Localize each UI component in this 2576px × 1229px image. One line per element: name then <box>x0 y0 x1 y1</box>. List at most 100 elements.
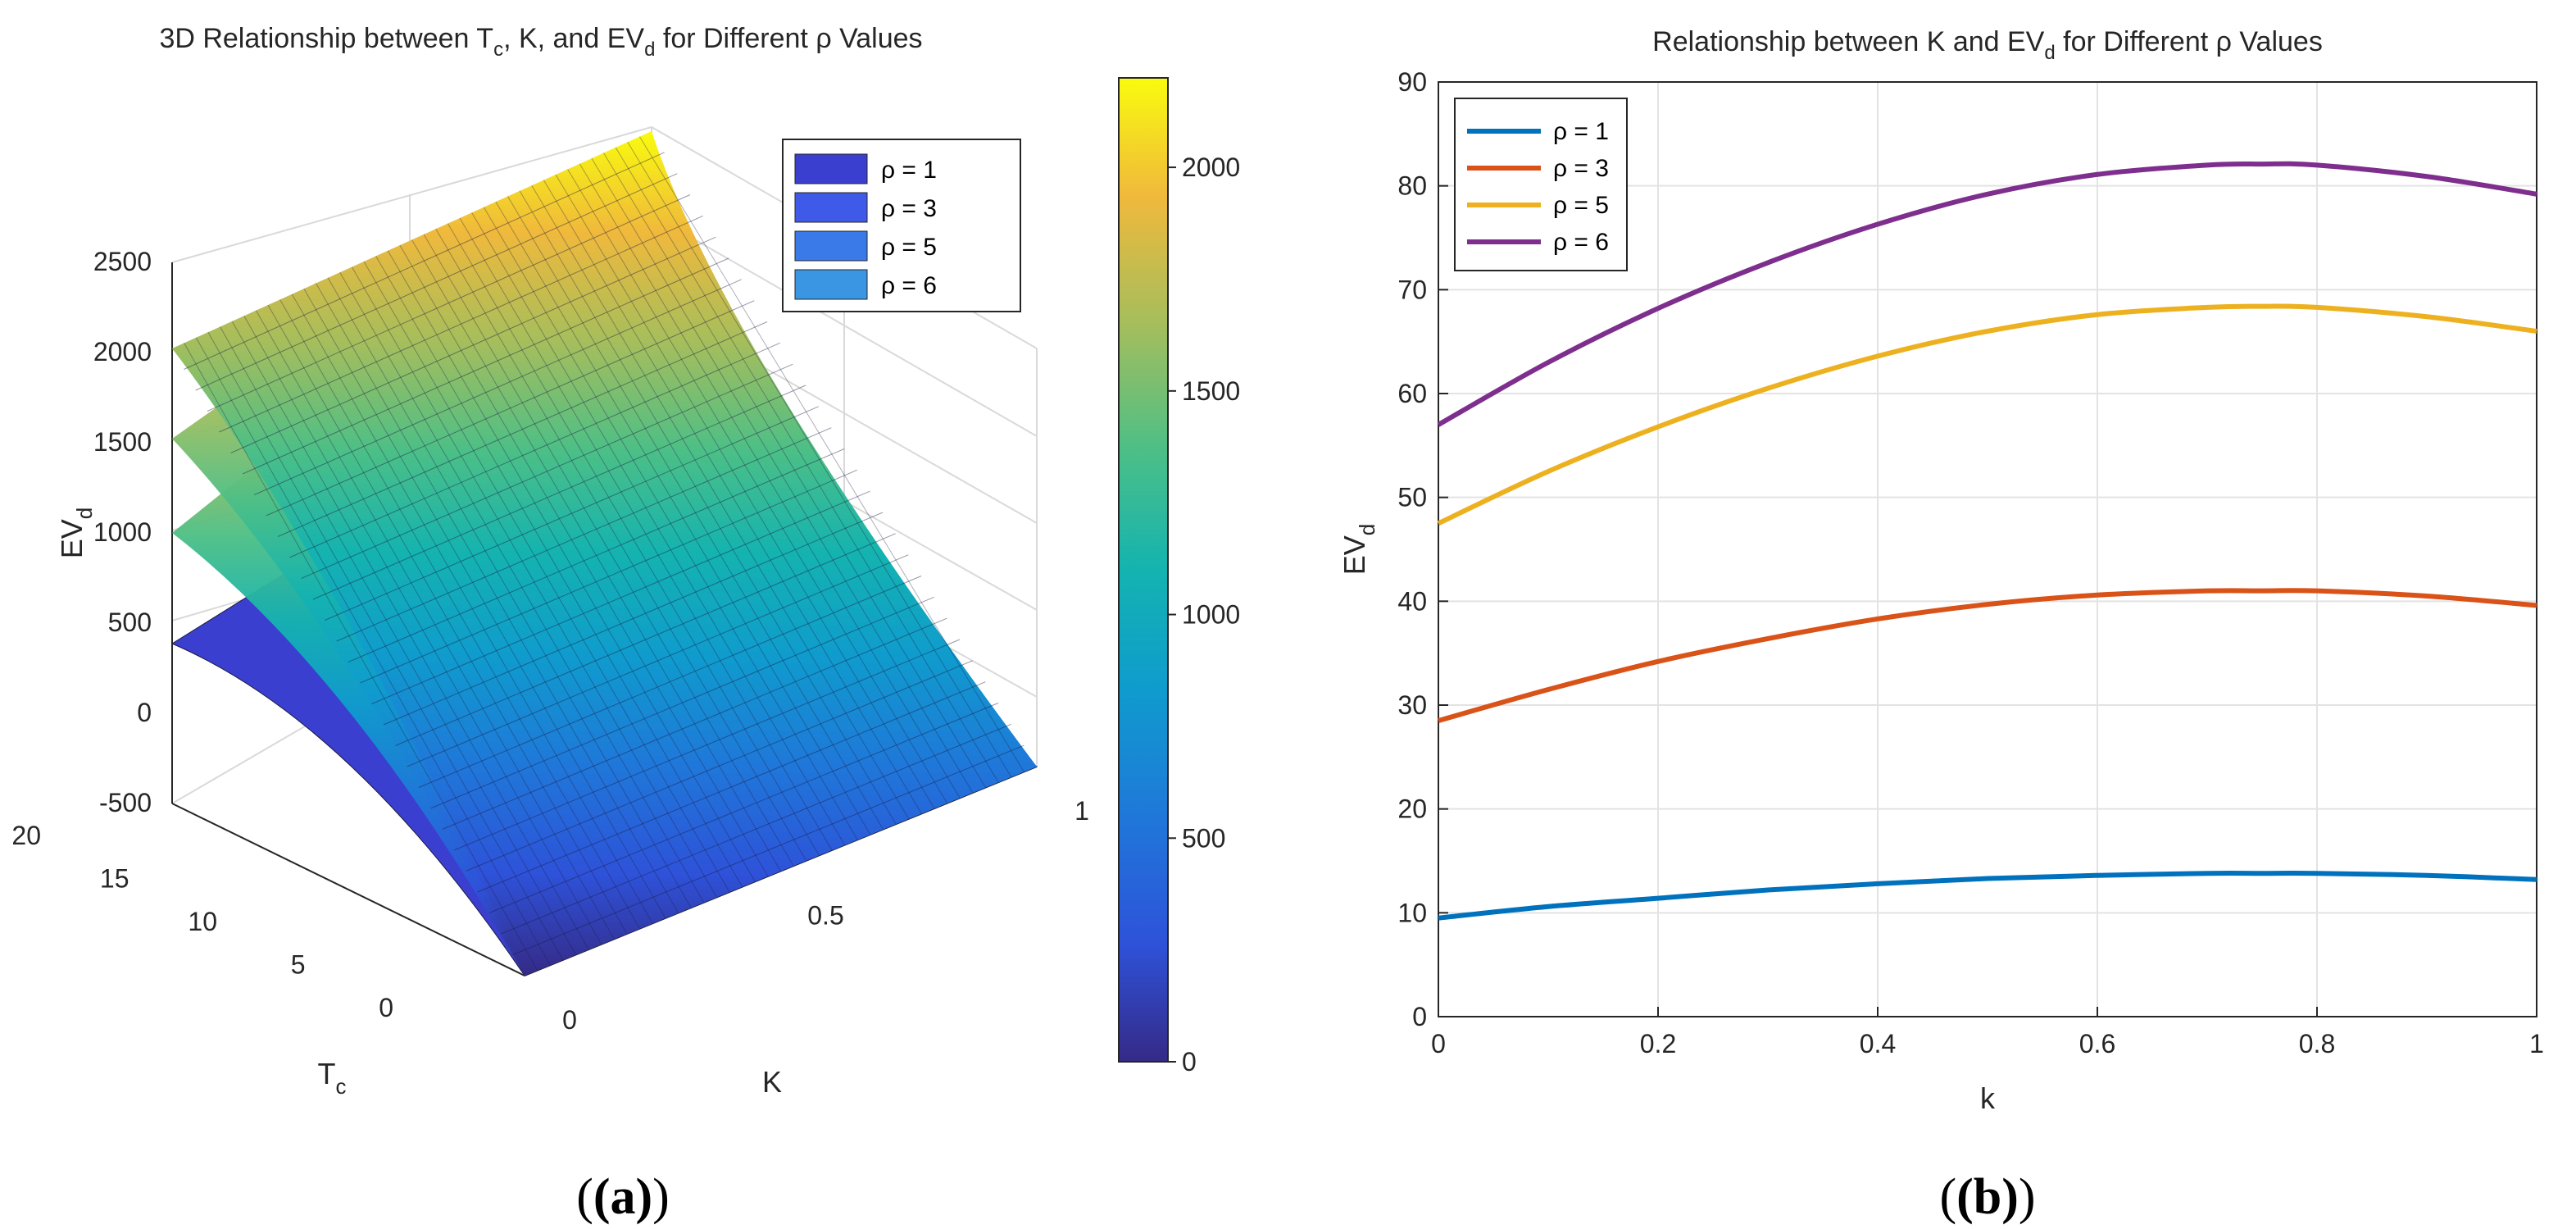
panel-b-line-chart: Relationship between K and EVd for Diffe… <box>1338 26 2544 1225</box>
z-tick-label: -500 <box>99 788 152 817</box>
mesh-line <box>195 173 678 391</box>
mesh-line <box>591 157 974 794</box>
legend-b-label: ρ = 6 <box>1553 229 1609 256</box>
legend-a-label-rho-5: ρ = 5 <box>881 234 937 261</box>
panel-b-y-label: EVd <box>1338 524 1379 576</box>
mesh-line <box>466 660 973 872</box>
y-tick-label: 90 <box>1397 67 1427 97</box>
surface-rho-6 <box>172 131 1037 976</box>
mesh-line <box>371 490 870 704</box>
mesh-line <box>407 554 909 767</box>
panel-b-y-ticks: 0 10 20 30 40 50 60 70 80 90 <box>1397 67 1448 1031</box>
panel-b-x-label: k <box>1980 1081 1996 1115</box>
colorbar-ticks: 0 500 1000 1500 2000 <box>1168 152 1240 1077</box>
y-tick-label: 50 <box>1397 483 1427 512</box>
legend-a-swatch-rho-6 <box>794 269 868 300</box>
legend-a-label-rho-1: ρ = 1 <box>881 157 937 184</box>
x-tick-label: 0.2 <box>1640 1029 1676 1058</box>
colorbar-tick-label: 1500 <box>1182 376 1240 406</box>
mesh-line <box>301 363 793 579</box>
panel-a-tc-label: Tc <box>318 1057 347 1099</box>
panel-a-z-label: EVd <box>55 508 97 559</box>
panel-a-k-label: K <box>762 1065 782 1099</box>
panel-b-x-ticks: 0 0.2 0.4 0.6 0.8 1 <box>1431 1007 2544 1058</box>
mesh-line <box>316 283 679 913</box>
tc-tick-label: 10 <box>188 907 217 936</box>
mesh-line <box>207 194 691 412</box>
legend-b-label: ρ = 3 <box>1553 155 1609 182</box>
x-tick-label: 0.6 <box>2079 1029 2115 1058</box>
mesh-line <box>243 316 602 945</box>
mesh-line <box>312 385 806 600</box>
mesh-line <box>184 343 538 971</box>
colorbar-tick-label: 2000 <box>1182 152 1240 182</box>
mesh-line <box>242 257 729 475</box>
mesh-line <box>603 152 986 788</box>
panel-a-3d-surface: 3D Relationship between Tc, K, and EVd f… <box>11 23 1240 1225</box>
mesh-line <box>459 217 833 851</box>
colorbar: 0 500 1000 1500 2000 <box>1118 77 1240 1077</box>
mesh-line <box>387 250 756 882</box>
mesh-line <box>543 180 922 814</box>
tc-tick-label: 20 <box>11 821 41 850</box>
mesh-line <box>230 236 716 453</box>
mesh-line <box>615 147 999 783</box>
k-tick-label: 1 <box>1074 796 1089 826</box>
mesh-line <box>477 681 986 893</box>
legend-a-label-rho-3: ρ = 3 <box>881 195 937 222</box>
mesh-line <box>267 304 628 935</box>
mesh-line <box>363 261 730 893</box>
legend-b-label: ρ = 1 <box>1553 118 1609 145</box>
mesh-line <box>327 277 692 908</box>
mesh-line <box>184 152 665 370</box>
panel-b-axes-box <box>1438 81 2537 1017</box>
legend-a-swatch-rho-1 <box>794 153 868 184</box>
panel-b-title: Relationship between K and EVd for Diffe… <box>1652 26 2323 64</box>
panel-a-label: ((a)) <box>576 1169 670 1225</box>
z-tick-label: 2000 <box>93 337 152 366</box>
colorbar-tick-label: 500 <box>1182 823 1225 853</box>
mesh-line <box>411 239 781 872</box>
x-tick-label: 1 <box>2529 1029 2544 1058</box>
mesh-line <box>291 294 653 924</box>
mesh-line <box>339 271 705 904</box>
z-tick-label: 2500 <box>93 247 152 276</box>
mesh-line <box>325 406 819 621</box>
mesh-line <box>447 223 820 856</box>
mesh-line <box>638 136 1024 772</box>
mesh-line <box>435 228 807 862</box>
tc-tick-label: 15 <box>100 864 129 894</box>
y-tick-label: 40 <box>1397 586 1427 616</box>
z-tick-label: 0 <box>137 698 152 727</box>
mesh-line <box>375 256 743 887</box>
mesh-line <box>627 141 1012 778</box>
z-tick-label: 1000 <box>93 517 152 547</box>
panel-a-tc-ticks: 0 5 10 15 20 <box>11 821 393 1022</box>
surface-mesh <box>184 136 1024 971</box>
panel-b-grid <box>1438 81 2537 1017</box>
mesh-line <box>348 448 845 662</box>
colorbar-tick-label: 0 <box>1182 1047 1197 1077</box>
mesh-line <box>279 299 641 929</box>
k-tick-label: 0 <box>562 1005 577 1035</box>
mesh-line <box>195 337 551 966</box>
mesh-line <box>512 744 1024 955</box>
y-tick-label: 80 <box>1397 171 1427 201</box>
panel-a-legend: ρ = 1 ρ = 3 ρ = 5 ρ = 6 <box>782 139 1021 312</box>
mesh-line <box>219 215 703 433</box>
mesh-line <box>351 266 717 898</box>
colorbar-tick-label: 1000 <box>1182 600 1240 630</box>
mesh-line <box>303 288 666 919</box>
z-tick-label: 500 <box>108 608 152 637</box>
mesh-line <box>399 244 769 877</box>
series-line-rho-3 <box>1438 588 2537 723</box>
mesh-line <box>360 469 857 684</box>
mesh-line <box>453 639 961 851</box>
mesh-line <box>289 342 780 558</box>
x-tick-label: 0.4 <box>1860 1029 1896 1058</box>
mesh-line <box>220 326 576 955</box>
panel-b-label: ((b)) <box>1939 1169 2035 1225</box>
tc-tick-label: 5 <box>291 950 306 980</box>
legend-a-label-rho-6: ρ = 6 <box>881 272 937 299</box>
